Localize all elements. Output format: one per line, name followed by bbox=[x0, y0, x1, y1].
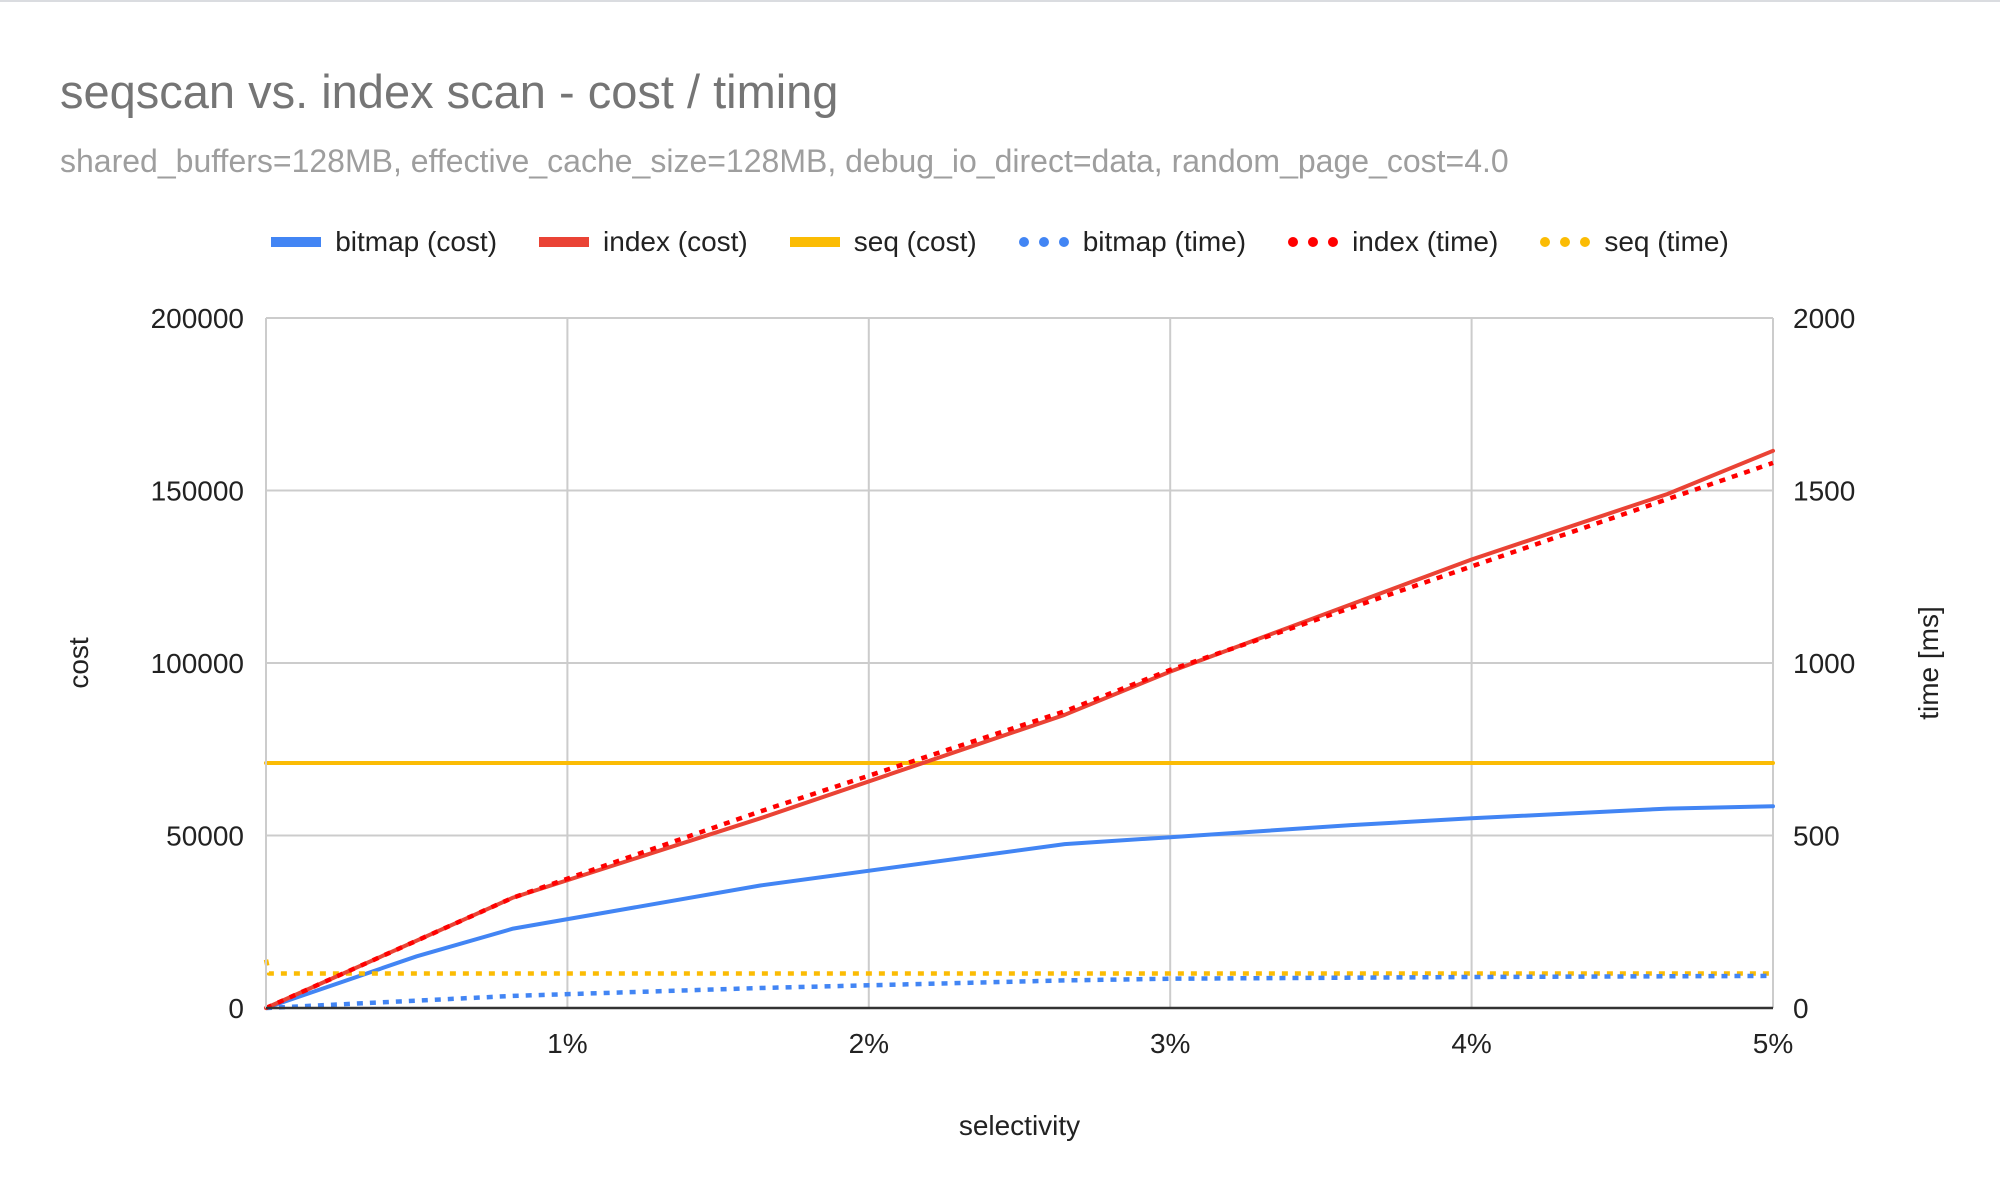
top-divider bbox=[0, 0, 2000, 2]
chart-subtitle: shared_buffers=128MB, effective_cache_si… bbox=[60, 143, 1509, 179]
y-axis-label: cost bbox=[63, 637, 94, 689]
legend-item[interactable]: index (cost) bbox=[539, 226, 748, 258]
legend-item[interactable]: bitmap (cost) bbox=[271, 226, 497, 258]
legend-item[interactable]: index (time) bbox=[1288, 226, 1498, 258]
x-tick-label: 4% bbox=[1451, 1028, 1491, 1059]
y-tick-label: 200000 bbox=[151, 303, 244, 334]
x-tick-label: 5% bbox=[1753, 1028, 1793, 1059]
legend-swatch bbox=[539, 237, 590, 247]
x-tick-label: 2% bbox=[849, 1028, 889, 1059]
legend-swatch bbox=[1018, 237, 1069, 247]
y-tick-label: 0 bbox=[228, 993, 244, 1024]
y2-tick-label: 0 bbox=[1793, 993, 1809, 1024]
y2-tick-label: 1500 bbox=[1793, 476, 1855, 507]
legend-swatch bbox=[789, 237, 840, 247]
legend-label: seq (cost) bbox=[853, 226, 977, 257]
chart-legend: bitmap (cost) index (cost) seq (cost) bitma… bbox=[0, 222, 2000, 262]
series-line-index-cost bbox=[264, 448, 1775, 1010]
legend-label: seq (time) bbox=[1604, 226, 1729, 257]
y2-tick-label: 2000 bbox=[1793, 303, 1855, 334]
legend-swatch bbox=[1288, 237, 1339, 247]
legend-label: bitmap (time) bbox=[1082, 226, 1247, 257]
y-tick-label: 100000 bbox=[151, 648, 244, 679]
series-line-seq-time bbox=[263, 959, 1773, 976]
legend-label: index (time) bbox=[1352, 226, 1499, 257]
legend-item[interactable]: seq (time) bbox=[1540, 226, 1729, 258]
y2-axis-label: time [ms] bbox=[1913, 606, 1944, 720]
y-tick-label: 50000 bbox=[166, 821, 244, 852]
legend-label: bitmap (cost) bbox=[335, 226, 498, 257]
legend-swatch bbox=[1540, 237, 1591, 247]
axis-labels: 0 50000 100000 150000 200000 0 500 1000 1500 2000… bbox=[63, 303, 1944, 1141]
series-layer bbox=[263, 448, 1775, 1011]
series-line-bitmap-cost bbox=[264, 804, 1775, 1010]
x-tick-label: 3% bbox=[1150, 1028, 1190, 1059]
legend-item[interactable]: seq (cost) bbox=[789, 226, 977, 258]
legend-item[interactable]: bitmap (time) bbox=[1018, 226, 1247, 258]
x-tick-label: 1% bbox=[547, 1028, 587, 1059]
legend-swatch bbox=[271, 237, 322, 247]
y2-tick-label: 1000 bbox=[1793, 648, 1855, 679]
series-line-bitmap-time bbox=[265, 973, 1774, 1011]
y-tick-label: 150000 bbox=[151, 476, 244, 507]
series-line-index-time bbox=[265, 460, 1774, 1011]
y2-tick-label: 500 bbox=[1793, 821, 1840, 852]
axes bbox=[265, 318, 1773, 1010]
grid-lines bbox=[266, 317, 1774, 1008]
legend-label: index (cost) bbox=[603, 226, 748, 257]
chart-title: seqscan vs. index scan - cost / timing bbox=[60, 65, 839, 118]
x-axis-label: selectivity bbox=[959, 1110, 1080, 1141]
